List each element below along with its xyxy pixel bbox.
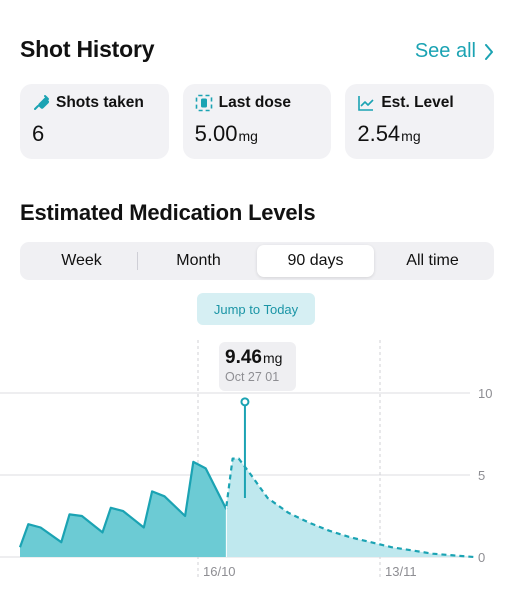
x-tick-label: 16/10 (203, 564, 236, 579)
syringe-icon (34, 95, 49, 110)
see-all-label: See all (414, 40, 476, 62)
est-level-card[interactable]: Est. Level 2.54mg (345, 84, 495, 159)
segment-all-time[interactable]: All time (406, 252, 459, 269)
y-tick-label: 0 (478, 550, 485, 565)
stat-cards: Shots taken 6 Last dose 5.00mg Est. Leve… (20, 84, 495, 159)
last-dose-label: Last dose (218, 94, 292, 111)
segment-week[interactable]: Week (61, 252, 102, 269)
x-tick-label: 13/11 (385, 564, 417, 579)
segment-90-days[interactable]: 90 days (257, 245, 374, 277)
shots-taken-value: 6 (32, 121, 45, 146)
shots-taken-label: Shots taken (56, 94, 144, 111)
shot-history-title: Shot History (20, 36, 155, 62)
segment-month[interactable]: Month (176, 252, 221, 269)
y-tick-label: 5 (478, 468, 485, 483)
last-dose-unit: mg (238, 128, 258, 144)
time-range-segmented-control: Week Month 90 days All time (20, 242, 494, 280)
future-line (225, 457, 475, 559)
est-level-value: 2.54 (357, 121, 401, 146)
y-tick-label: 10 (478, 386, 492, 401)
chart-svg: 10 5 0 16/10 13/11 (0, 340, 492, 579)
tooltip-value: 9.46 (225, 347, 262, 368)
segment-divider (137, 252, 138, 270)
past-line (18, 460, 228, 548)
medication-levels-title: Estimated Medication Levels (20, 200, 316, 225)
see-all-link[interactable]: See all (415, 40, 494, 63)
trend-chart-icon (358, 96, 374, 111)
last-dose-value: 5.00 (194, 121, 238, 146)
medication-level-chart[interactable]: 10 5 0 16/10 13/11 (0, 330, 513, 600)
est-level-unit: mg (401, 128, 421, 144)
past-area (20, 461, 227, 557)
chart-tooltip: 9.46mg Oct 27 01 (219, 342, 296, 391)
selected-point (240, 397, 250, 407)
shot-history-header: Shot History See all (20, 36, 494, 68)
tooltip-date: Oct 27 01 (225, 370, 280, 384)
dose-icon (195, 94, 212, 112)
chevron-right-icon (485, 43, 493, 60)
jump-to-today-button[interactable]: Jump to Today (197, 293, 315, 325)
last-dose-card[interactable]: Last dose 5.00mg (182, 84, 332, 159)
tooltip-unit: mg (262, 350, 283, 366)
future-area (226, 458, 474, 557)
shots-taken-card[interactable]: Shots taken 6 (20, 84, 169, 159)
est-level-label: Est. Level (381, 94, 454, 111)
